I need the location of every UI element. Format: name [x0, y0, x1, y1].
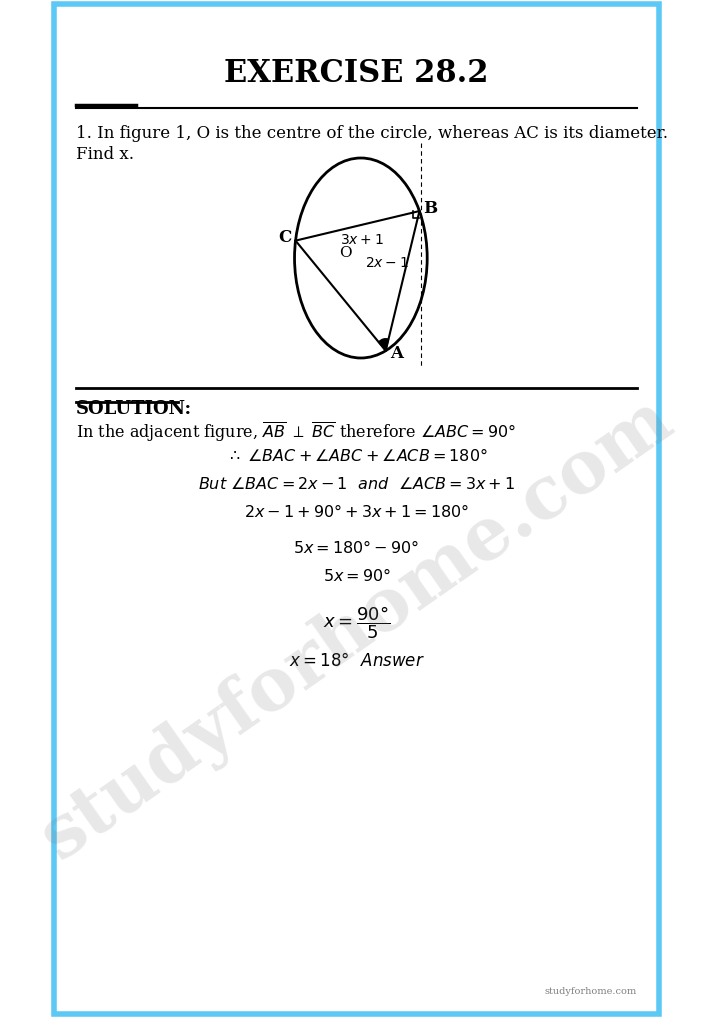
Text: $2x - 1 + 90° + 3x + 1 = 180°$: $2x - 1 + 90° + 3x + 1 = 180°$: [244, 504, 469, 521]
Text: studyforhome.com: studyforhome.com: [545, 987, 637, 996]
Text: B: B: [423, 200, 438, 217]
Text: $3x+1$: $3x+1$: [340, 233, 384, 246]
Text: $\mathit{But}\ \angle BAC = 2x - 1\ \ \mathit{and}\ \ \angle ACB = 3x + 1$: $\mathit{But}\ \angle BAC = 2x - 1\ \ \m…: [198, 476, 516, 493]
Text: $5x = 180° - 90°$: $5x = 180° - 90°$: [294, 540, 420, 557]
Text: EXERCISE 28.2: EXERCISE 28.2: [225, 57, 489, 89]
Text: Find x.: Find x.: [76, 146, 134, 163]
Text: studyforhome.com: studyforhome.com: [27, 383, 686, 873]
Wedge shape: [379, 339, 389, 351]
Text: $x = 18°$  $\mathit{Answer}$: $x = 18°$ $\mathit{Answer}$: [289, 652, 425, 670]
FancyBboxPatch shape: [54, 4, 660, 1014]
Text: A: A: [390, 345, 403, 362]
Text: 1. In figure 1, O is the centre of the circle, whereas AC is its diameter.: 1. In figure 1, O is the centre of the c…: [76, 125, 668, 142]
Text: In the adjacent figure, $\overline{AB}$ $\perp$ $\overline{BC}$ therefore $\angl: In the adjacent figure, $\overline{AB}$ …: [76, 420, 516, 444]
Text: SOLUTION:: SOLUTION:: [76, 400, 192, 418]
Text: $2x-1$: $2x-1$: [366, 256, 409, 270]
Text: $x = \dfrac{90°}{5}$: $x = \dfrac{90°}{5}$: [323, 604, 390, 640]
Ellipse shape: [294, 158, 427, 358]
Text: $\therefore$ $\angle BAC + \angle ABC + \angle ACB = 180°$: $\therefore$ $\angle BAC + \angle ABC + …: [226, 448, 487, 465]
Text: C: C: [278, 229, 291, 246]
Text: O: O: [339, 246, 352, 260]
Text: $5x = 90°$: $5x = 90°$: [323, 568, 391, 585]
